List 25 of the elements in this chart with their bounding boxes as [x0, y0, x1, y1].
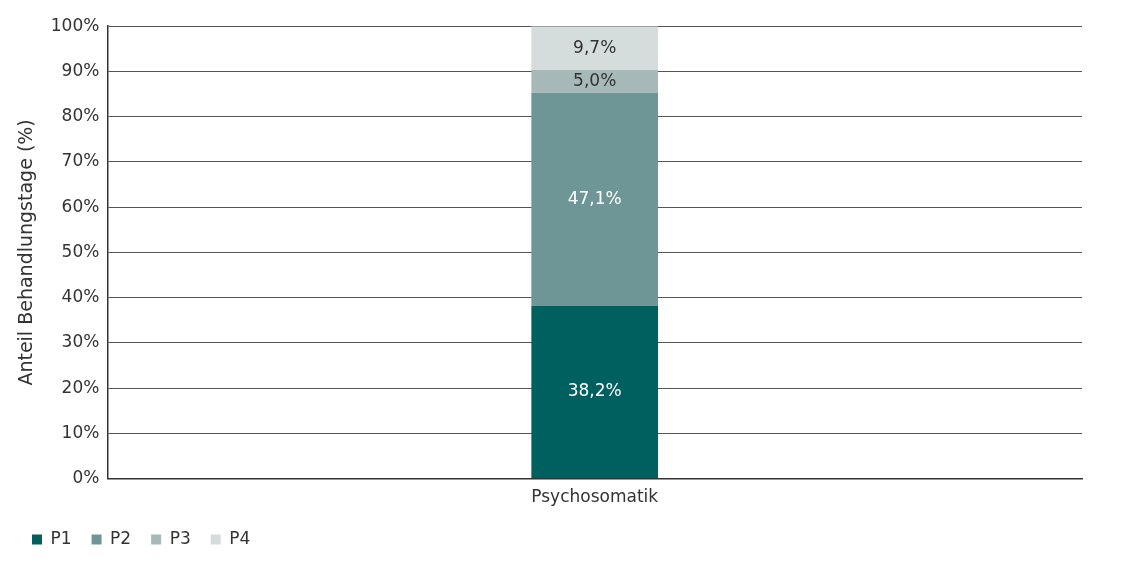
y-tick-label: 60% — [61, 195, 100, 216]
y-tick-label: 90% — [61, 59, 100, 80]
y-tick-label: 100% — [50, 14, 100, 35]
data-label: 5,0% — [573, 69, 617, 90]
bar — [531, 305, 659, 479]
y-tick-label: 50% — [61, 240, 100, 261]
data-label: 38,2% — [567, 380, 622, 401]
bar — [531, 92, 659, 306]
legend-label: P2 — [110, 527, 132, 548]
bar — [531, 70, 659, 93]
y-tick-label: 40% — [61, 286, 100, 307]
y-tick-label: 30% — [61, 331, 100, 352]
legend-label: P4 — [229, 527, 251, 548]
legend-label: P1 — [50, 527, 72, 548]
y-tick-label: 70% — [61, 150, 100, 171]
x-tick-label: Psychosomatik — [531, 486, 659, 507]
y-tick-label: 10% — [61, 421, 100, 442]
y-tick-label: 80% — [61, 105, 100, 126]
y-tick-label: 20% — [61, 376, 100, 397]
data-label: 47,1% — [567, 187, 622, 208]
data-label: 9,7% — [573, 36, 617, 57]
y-tick-label: 0% — [72, 467, 100, 488]
y-axis-title: Anteil Behandlungstage (%) — [14, 119, 37, 386]
bar — [531, 26, 659, 71]
legend-label: P3 — [169, 527, 191, 548]
